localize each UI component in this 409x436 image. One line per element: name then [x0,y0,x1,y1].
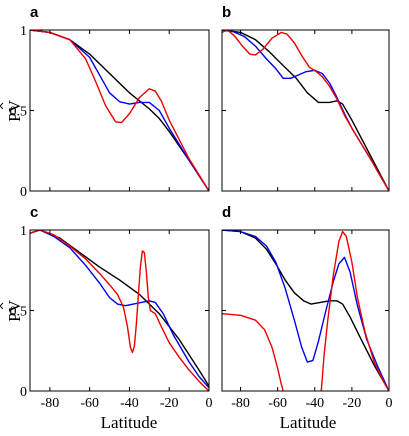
series-group [222,30,389,191]
ylabel-bottom: PV [5,299,24,321]
series-line-red [222,30,389,191]
xlabel-left: Latitude [101,413,158,432]
series-line-black [222,230,389,391]
series-line-blue [222,30,389,191]
panel-letter: d [222,204,231,221]
y-tick-label: 0 [20,185,27,200]
y-tick-label: 1 [20,24,27,39]
axes-frame [221,229,390,392]
hat-accent [0,102,4,110]
y-tick-label: 1 [20,224,27,239]
x-tick-label: -40 [120,396,139,411]
panel-b: b [221,4,390,192]
series-line-black [222,30,389,191]
x-tick-label: -80 [41,396,60,411]
series-group [30,30,209,191]
series-line-black [30,30,209,191]
y-tick-label: 0.5 [10,305,28,320]
panel-letter: a [30,4,39,21]
x-tick-label: -60 [268,396,287,411]
series-line-red [30,230,209,391]
axes-frame [221,29,390,192]
x-tick-label: -60 [80,396,99,411]
series-line-red [30,30,209,191]
series-line-red [320,230,389,391]
series-line-blue [30,30,209,191]
x-tick-label: -20 [343,396,362,411]
hat-accent [0,302,4,310]
series-line-blue [30,230,209,389]
y-tick-label: 0 [20,385,27,400]
xlabel-right: Latitude [280,413,337,432]
panel-letter: c [30,204,38,221]
panel-a: 0 0.5 1a [10,4,210,200]
panel-c: -80 -60 -40 -20 0 0 0.5 1c [10,204,213,411]
series-group [30,230,209,391]
panel-d: -80 -60 -40 -20 0 d [221,204,393,411]
ylabel-top: PV [5,99,24,121]
series-line-blue [222,230,389,391]
series-group [222,230,389,391]
axes-frame [29,29,210,192]
x-tick-label: 0 [386,396,393,411]
x-tick-label: -40 [305,396,324,411]
x-tick-label: -80 [231,396,250,411]
panel-letter: b [222,4,231,21]
x-tick-label: 0 [206,396,213,411]
series-line-black [30,230,209,387]
y-tick-label: 0.5 [10,105,28,120]
x-tick-label: -20 [160,396,179,411]
axes-frame [29,229,210,392]
series-line-red [222,313,284,391]
